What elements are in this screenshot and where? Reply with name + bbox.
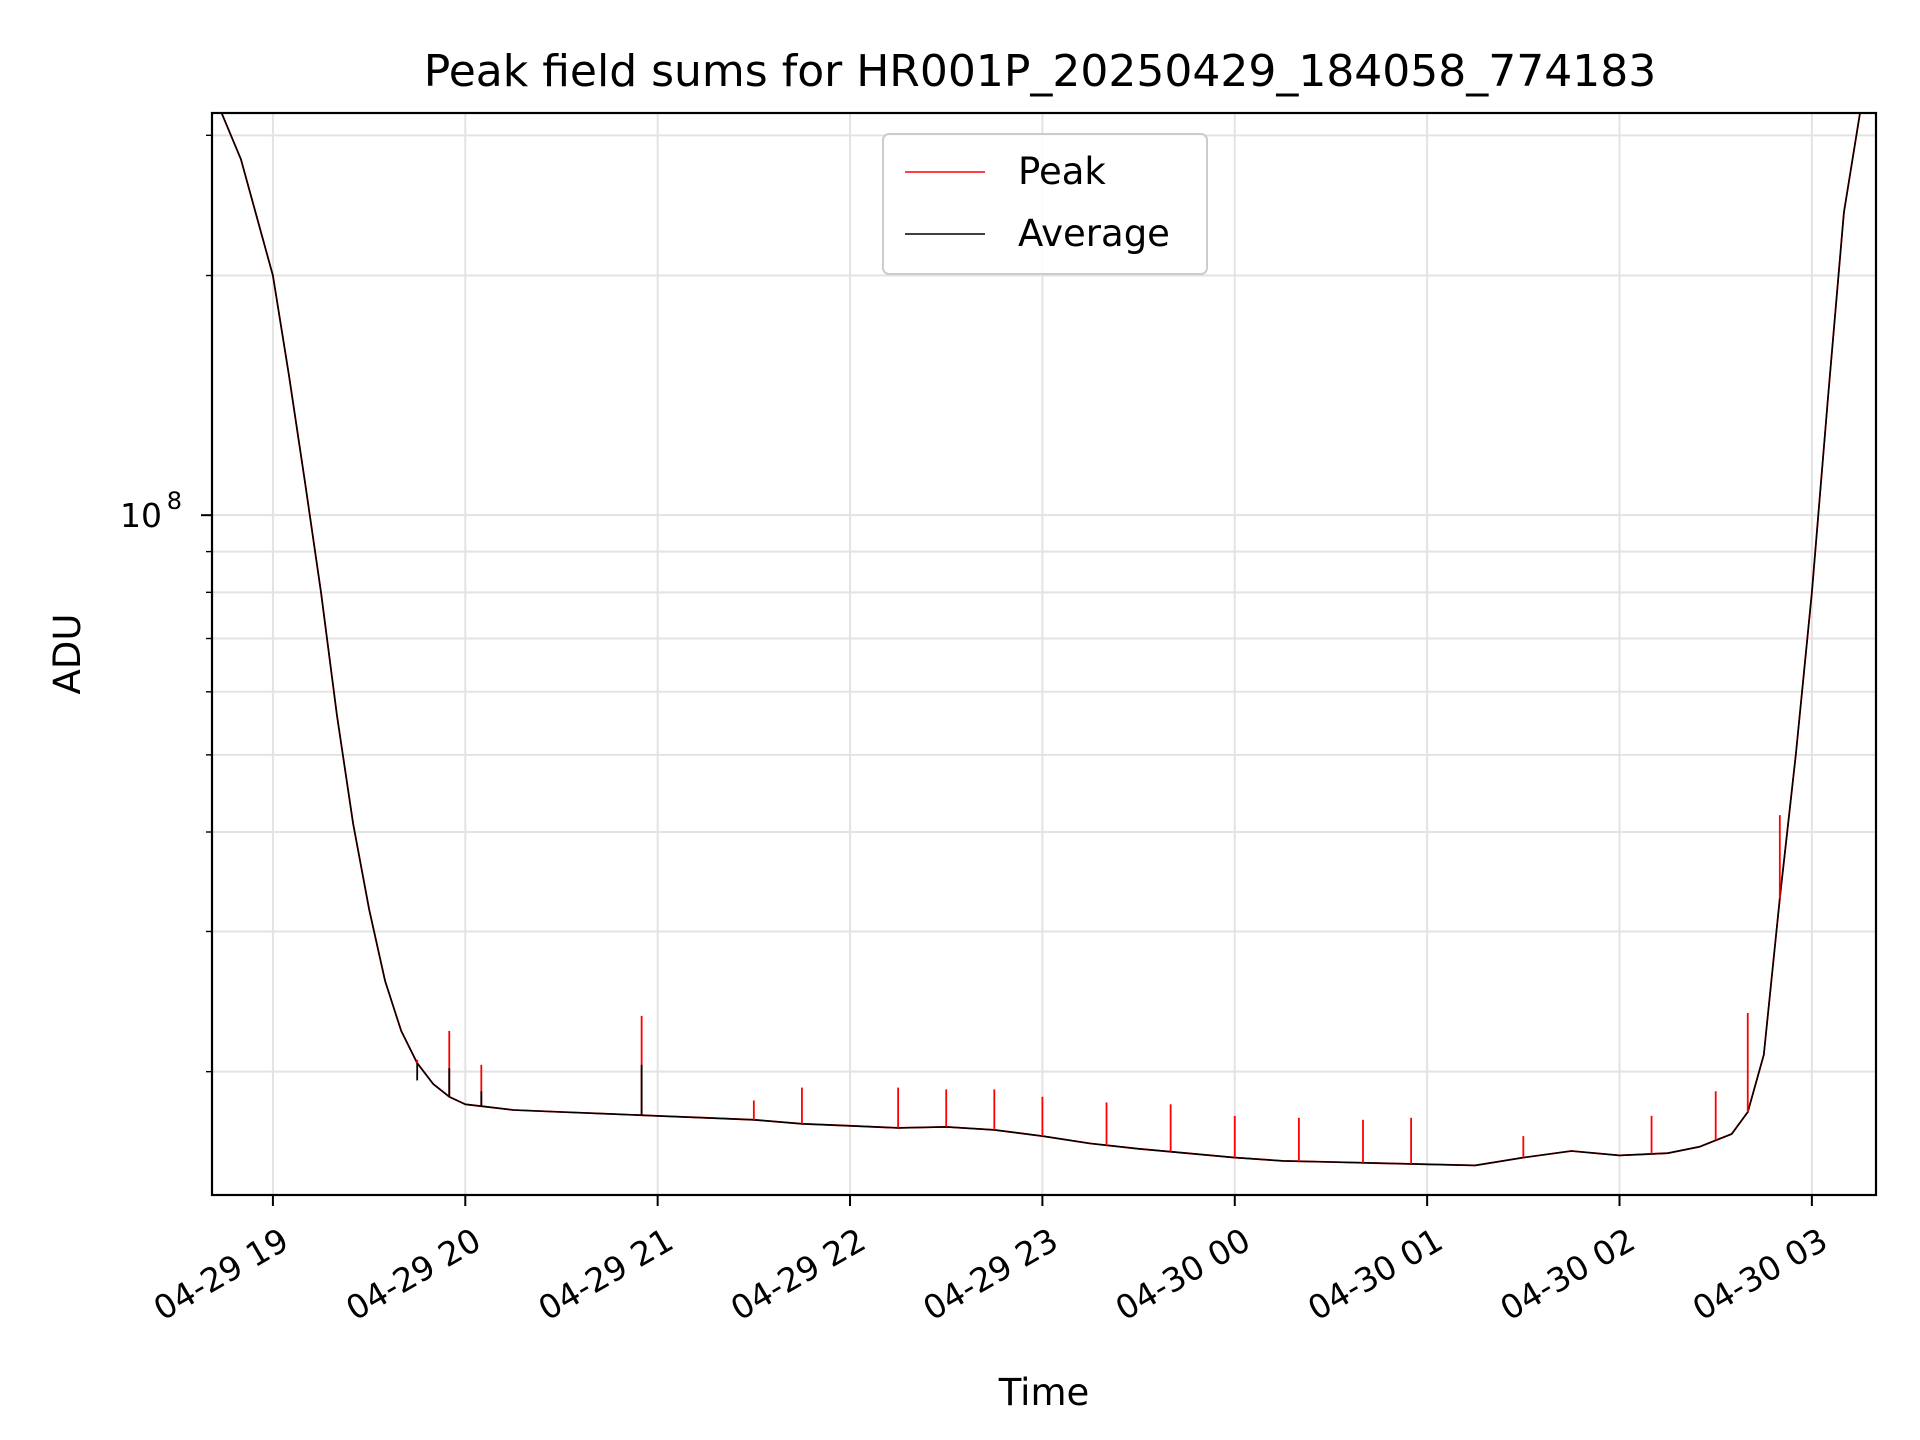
legend: Peak Average [882,133,1208,275]
y-tick-exponent: 8 [167,487,182,515]
legend-label-peak: Peak [1018,150,1106,193]
x-tick-label: 04-29 20 [339,1220,487,1328]
plot-lines [220,113,1861,1167]
legend-box [882,133,1208,275]
x-tick-label: 04-30 00 [1109,1220,1257,1328]
chart-title: Peak field sums for HR001P_20250429_1840… [424,46,1657,97]
legend-label-average: Average [1018,212,1170,255]
x-tick-label: 04-30 01 [1301,1220,1449,1328]
x-tick-label: 04-29 21 [532,1220,680,1328]
x-tick-label: 04-29 23 [916,1220,1064,1328]
y-axis-label: ADU [46,614,89,695]
x-tick-label: 04-29 19 [147,1220,295,1328]
y-tick-label: 10 [120,496,162,535]
x-axis-label: Time [998,1371,1090,1414]
series-line-average [220,113,1861,1167]
axis-ticks: 04-29 19 04-29 20 04-29 21 04-29 22 04-29 23… [120,134,1834,1328]
x-tick-label: 04-29 22 [724,1220,872,1328]
plot-area-frame [210,111,1878,1197]
x-tick-label: 04-30 03 [1686,1220,1834,1328]
grid [212,113,1876,1195]
x-tick-label: 04-30 02 [1494,1220,1642,1328]
